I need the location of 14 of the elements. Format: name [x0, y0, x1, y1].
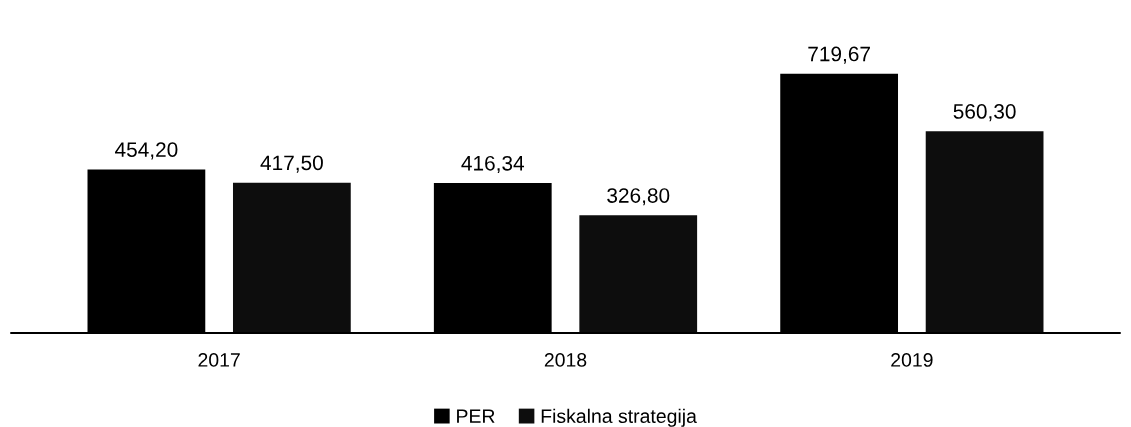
legend-label: Fiskalna strategija — [541, 408, 697, 427]
data-label: 454,20 — [115, 142, 178, 160]
data-label: 417,50 — [260, 155, 323, 173]
x-tick-label: 2018 — [544, 353, 587, 367]
data-label: 416,34 — [461, 155, 525, 174]
data-label: 326,80 — [607, 188, 670, 206]
data-label: 560,30 — [953, 104, 1016, 122]
bar — [925, 131, 1044, 334]
data-label: 719,67 — [808, 46, 870, 64]
x-tick-label: 2019 — [891, 353, 933, 367]
bar — [232, 182, 351, 334]
x-tick-label: 2017 — [198, 353, 240, 367]
bar — [579, 215, 698, 334]
legend-label: PER — [457, 409, 495, 423]
